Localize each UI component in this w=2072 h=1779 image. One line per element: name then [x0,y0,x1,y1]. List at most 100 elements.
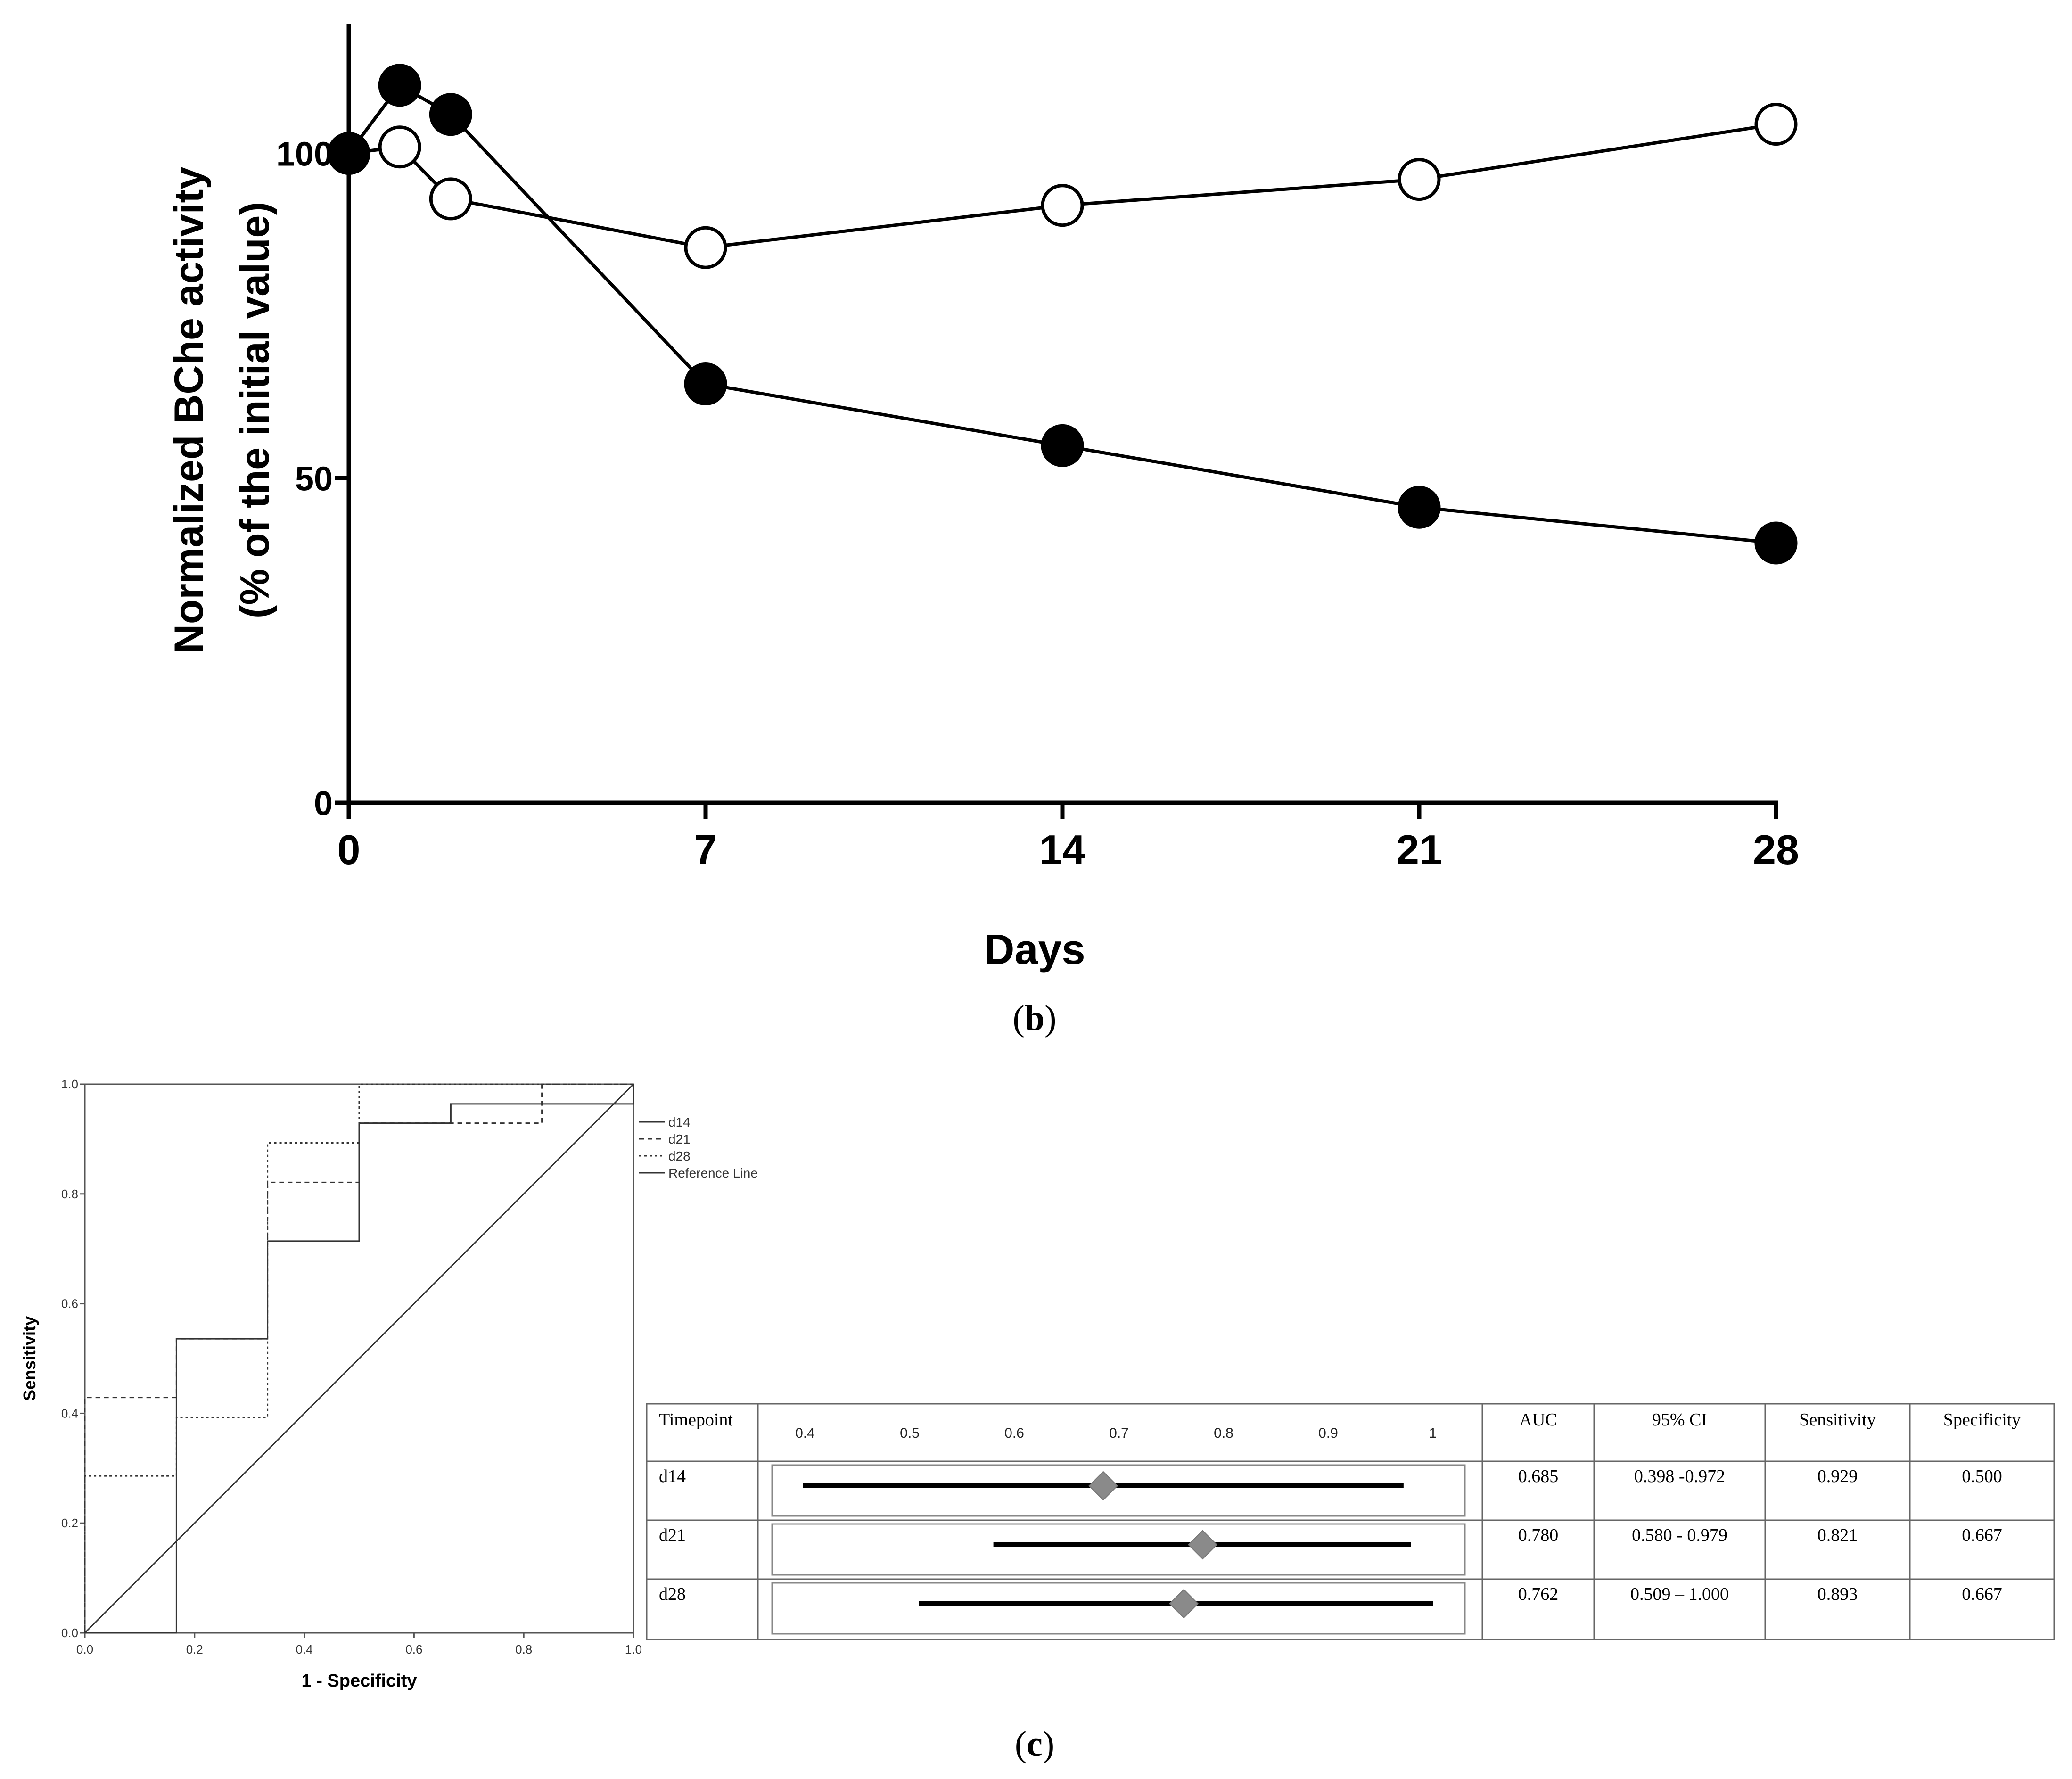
b-open-point [1398,158,1441,201]
panel-b-axes [346,24,1778,805]
table-cell-specificity: 0.500 [1962,1466,2002,1486]
roc-x-tick-label: 0.2 [186,1642,203,1656]
b-x-tick-label: 21 [1396,826,1442,873]
roc-curve-d21 [84,1083,633,1633]
forest-axis-tick: 1 [1429,1425,1437,1441]
table-cell-ci: 0.398 -0.972 [1634,1466,1725,1486]
b-x-tick-label: 7 [694,826,717,873]
forest-axis-tick: 0.4 [795,1425,815,1441]
roc-y-tick-label: 0.2 [61,1516,78,1530]
roc-curve-d28 [84,1083,633,1633]
forest-auc-diamond [1188,1530,1218,1560]
panel-b-ticks: 0 7 14 21 28 0 50 100 [276,136,1799,873]
panel-b-markers [327,64,1798,565]
panel-b-ylabel-line2: (% of the initial value) [232,202,278,618]
roc-x-tick-label: 1.0 [625,1642,642,1656]
b-filled-point [378,64,421,107]
svg-text:(c): (c) [1015,1724,1054,1764]
table-header-cell: AUC [1519,1410,1557,1430]
b-open-point [429,177,472,221]
roc-x-tick-label: 0.4 [296,1642,313,1656]
roc-xlabel: 1 - Specificity [302,1671,417,1691]
roc-ylabel: Sensitivity [20,1316,39,1401]
panel-b-caption-open: ( [1013,998,1025,1038]
forest-row-box [771,1464,1466,1517]
b-y-tick-label: 0 [314,785,333,823]
forest-auc-diamond [1088,1471,1118,1501]
roc-ticks: 0.0 0.2 0.4 0.6 0.8 1.0 0.0 0.2 0.4 0.6 0.8 1.0 [61,1077,642,1656]
table-cell-sensitivity: 0.929 [1817,1466,1858,1486]
forest-auc-diamond [1169,1589,1199,1619]
table-header-cell: Specificity [1943,1410,2021,1430]
forest-axis-tick: 0.8 [1214,1425,1233,1441]
panel-c-caption: (c) [1015,1724,1054,1764]
b-x-tick-label: 28 [1753,826,1799,873]
panel-b-caption-close: ) [1044,998,1056,1038]
svg-text:(b): (b) [1013,998,1057,1038]
roc-y-tick-label: 1.0 [61,1077,78,1091]
table-cell-auc: 0.762 [1518,1584,1559,1604]
roc-curve-d14 [85,1084,634,1634]
roc-plot-frame [84,1083,634,1634]
table-header-cell: Timepoint [659,1410,733,1430]
b-y-tick-label: 50 [295,460,333,498]
b-x-tick-label: 0 [337,826,361,873]
panel-c-table: Timepoint AUC 95% CI Sensitivity Specificity… [646,1403,2055,1640]
roc-y-tick-label: 0.6 [61,1297,78,1311]
table-cell-specificity: 0.667 [1962,1584,2002,1604]
panel-b-ylabel: Normalized BChe activity [166,167,212,653]
b-filled-point [684,362,727,406]
b-filled-point [1041,424,1084,467]
b-x-tick-label: 14 [1039,826,1085,873]
table-cell-timepoint: d28 [659,1584,686,1604]
roc-y-tick-label: 0.8 [61,1187,78,1201]
table-cell-ci: 0.509 – 1.000 [1630,1584,1729,1604]
roc-legend-label: d28 [668,1149,691,1163]
forest-row-box [771,1523,1466,1576]
table-cell-timepoint: d21 [659,1525,686,1545]
table-frame [646,1403,2055,1640]
panel-b-xlabel: Days [984,926,1085,973]
roc-curve-reference-line [84,1083,634,1634]
roc-legend-label: d14 [668,1115,691,1129]
panel-c-caption-letter: c [1027,1724,1043,1764]
panel-b-caption: (b) [1013,998,1057,1038]
roc-curves [84,1083,634,1634]
b-open-point [1041,184,1084,227]
b-filled-point [429,93,472,136]
forest-row-box [771,1582,1466,1635]
b-open-point [684,226,727,269]
table-cell-ci: 0.580 - 0.979 [1632,1525,1727,1545]
b-open-point [1754,103,1798,146]
forest-axis-tick: 0.6 [1004,1425,1024,1441]
forest-axis-tick: 0.7 [1109,1425,1129,1441]
table-cell-timepoint: d14 [659,1466,686,1486]
b-open-point [378,125,421,169]
roc-legend-label: Reference Line [668,1166,758,1180]
roc-x-tick-label: 0.0 [76,1642,93,1656]
table-text: Timepoint AUC 95% CI Sensitivity Specificity… [659,1410,2021,1604]
forest-plot: 0.4 0.5 0.6 0.7 0.8 0.9 1 [771,1425,1466,1635]
roc-x-tick-label: 0.8 [515,1642,532,1656]
roc-y-tick-label: 0.0 [61,1626,78,1640]
roc-legend: d14 d21 d28 Reference Line [639,1115,758,1180]
table-cell-specificity: 0.667 [1962,1525,2002,1545]
panel-c-caption-close: ) [1043,1724,1054,1764]
panel-b-caption-letter: b [1025,998,1044,1038]
table-cell-sensitivity: 0.893 [1817,1584,1858,1604]
panel-b-series-lines [347,83,1776,545]
table-cell-auc: 0.780 [1518,1525,1559,1545]
panel-c-roc-chart: 0.0 0.2 0.4 0.6 0.8 1.0 0.0 0.2 0.4 0.6 0.8 1.0 Sen… [20,1077,758,1691]
table-header-cell: Sensitivity [1799,1410,1876,1430]
b-filled-point [1398,486,1441,529]
forest-axis-tick: 0.5 [900,1425,920,1441]
b-filled-point [327,132,370,175]
table-header-cell: 95% CI [1652,1410,1707,1430]
table-grid [646,1403,2055,1640]
forest-axis-tick: 0.9 [1318,1425,1338,1441]
panel-c-caption-open: ( [1015,1724,1027,1764]
roc-y-tick-label: 0.4 [61,1406,78,1420]
b-filled-point [1754,521,1798,565]
